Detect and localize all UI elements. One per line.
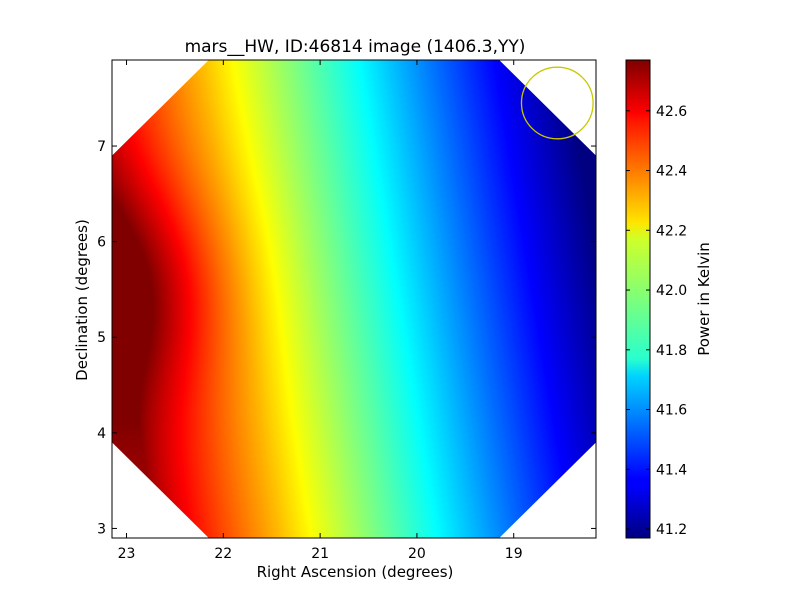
chart-title: mars__HW, ID:46814 image (1406.3,YY) [185,37,526,57]
colorbar-tick-label: 41.6 [656,403,687,419]
y-tick-label: 5 [97,330,106,346]
x-tick-label: 21 [311,546,329,562]
colorbar-ticks: 41.2 41.4 41.6 41.8 42.0 42.2 42.4 42.6 [626,104,687,538]
plot-frame [111,59,597,539]
heatmap-image [112,60,596,538]
x-tick-label: 23 [118,546,136,562]
y-tick-label: 7 [97,139,106,155]
colorbar-label: Power in Kelvin [695,242,713,356]
y-axis-ticks: 3 4 5 6 7 [97,139,596,537]
y-tick-label: 4 [97,426,106,442]
x-tick-label: 19 [505,546,523,562]
colorbar-tick-label: 42.0 [656,283,687,299]
heatmap-area [112,60,596,538]
x-axis-label: Right Ascension (degrees) [257,563,454,581]
y-tick-label: 6 [97,235,106,251]
y-tick-label: 3 [97,521,106,537]
x-tick-label: 22 [214,546,232,562]
colorbar-tick-label: 41.4 [656,462,687,478]
colorbar-tick-label: 42.6 [656,104,687,120]
y-axis-label: Declination (degrees) [73,219,91,381]
colorbar-tick-label: 41.8 [656,343,687,359]
colorbar [625,59,651,539]
x-tick-label: 20 [408,546,426,562]
x-axis-ticks: 23 22 21 20 19 [118,60,523,562]
colorbar-tick-label: 42.2 [656,223,687,239]
colorbar-tick-label: 41.2 [656,522,687,538]
beam-circle [520,66,594,140]
colorbar-tick-label: 42.4 [656,164,687,180]
